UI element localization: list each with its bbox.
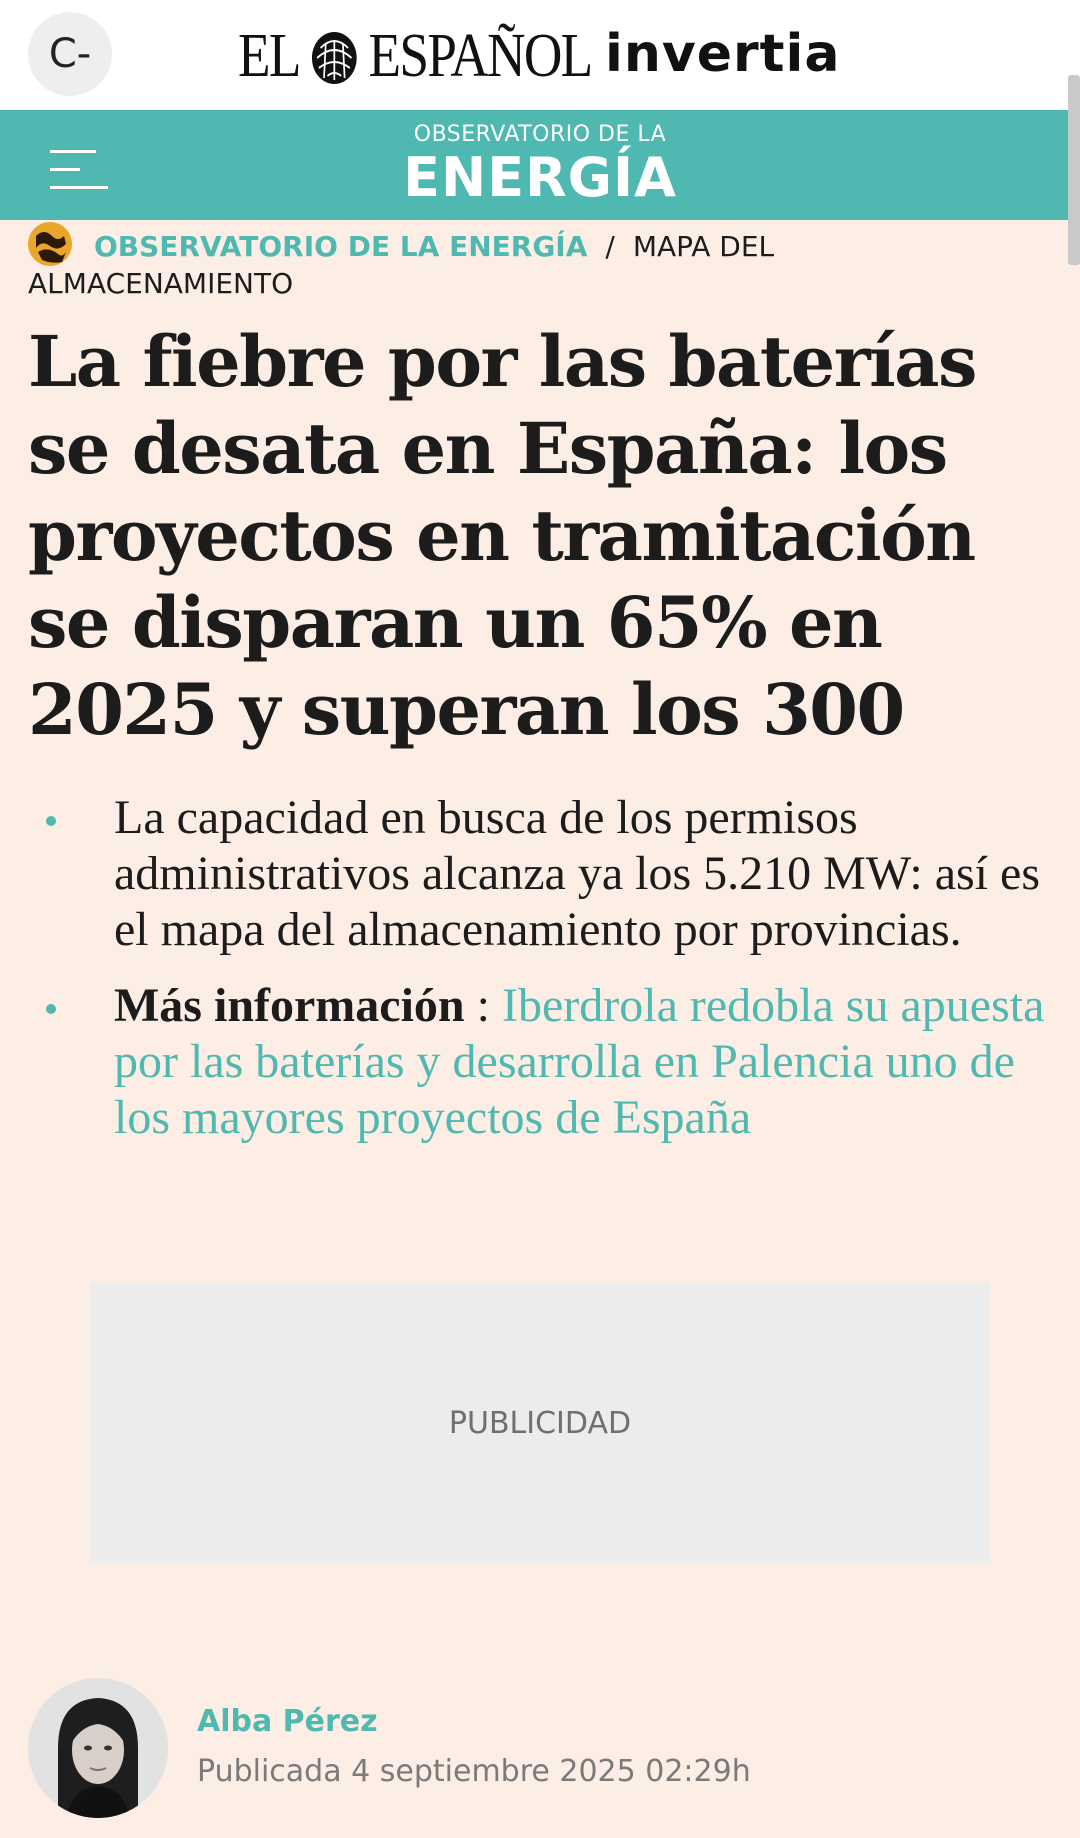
advertisement-slot[interactable]: PUBLICIDAD [90, 1283, 990, 1563]
section-emblem-icon [28, 222, 72, 266]
hamburger-menu-icon[interactable] [50, 150, 108, 190]
lion-icon [311, 32, 357, 84]
breadcrumb-current: MAPA DEL ALMACENAMIENTO [28, 230, 775, 300]
publish-date: Publicada 4 septiembre 2025 02:29h [197, 1754, 751, 1789]
logo-text-espanol: ESPAÑOL [368, 22, 594, 90]
c-button[interactable]: C- [28, 12, 112, 96]
article-headline: La fiebre por las baterías se desata en … [28, 320, 977, 751]
author-avatar[interactable] [28, 1678, 168, 1818]
el-espanol-logo[interactable]: EL ESPAÑOL [238, 20, 594, 92]
author-portrait-icon [28, 1678, 168, 1818]
section-title-big[interactable]: ENERGÍA [403, 146, 677, 209]
summary-text: La capacidad en busca de los permisos ad… [114, 791, 1040, 956]
section-title-small: OBSERVATORIO DE LA [413, 122, 667, 147]
breadcrumb-separator: / [605, 230, 615, 263]
section-banner: OBSERVATORIO DE LA ENERGÍA [0, 110, 1068, 220]
ad-label: PUBLICIDAD [448, 1405, 632, 1441]
bullet-dot-icon [46, 816, 56, 826]
bullet-dot-icon [46, 1004, 56, 1014]
breadcrumb-link[interactable]: OBSERVATORIO DE LA ENERGÍA [94, 230, 588, 263]
more-info-label: Más información [114, 979, 465, 1032]
more-info-separator: : [464, 979, 502, 1032]
invertia-logo[interactable]: invertia [605, 24, 841, 84]
related-article-link[interactable]: Iberdrola redobla su apuesta por las bat… [114, 979, 1045, 1144]
scrollbar-thumb[interactable] [1068, 75, 1080, 265]
summary-item: La capacidad en busca de los permisos ad… [28, 790, 1048, 958]
summary-item: Más información : Iberdrola redobla su a… [28, 978, 1048, 1146]
logo-text-el: EL [238, 22, 301, 90]
article-summary-list: La capacidad en busca de los permisos ad… [28, 790, 1048, 1166]
top-bar: C- EL ESPAÑOL invertia [0, 0, 1080, 110]
author-name[interactable]: Alba Pérez [197, 1704, 378, 1739]
breadcrumb: OBSERVATORIO DE LA ENERGÍA / MAPA DEL ALMA… [28, 222, 1048, 302]
